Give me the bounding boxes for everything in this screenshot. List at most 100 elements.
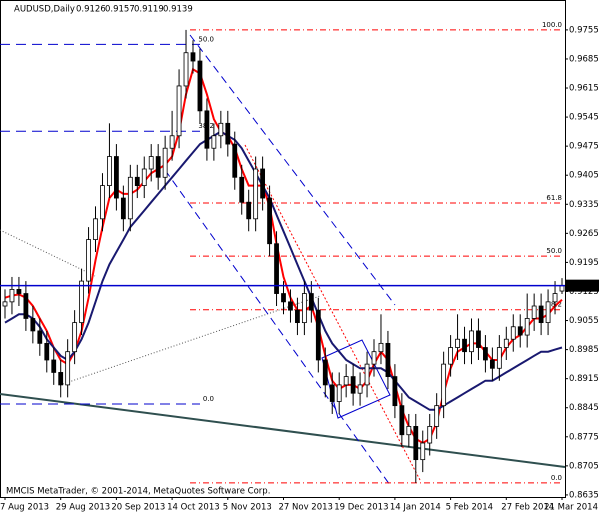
candle-body — [308, 293, 314, 311]
candle-body — [295, 309, 300, 324]
candle-body — [483, 347, 488, 361]
candle-body — [524, 318, 530, 336]
candle-body — [489, 359, 495, 369]
candle-body — [232, 143, 238, 178]
candle-body — [364, 363, 370, 386]
candle-body — [503, 338, 509, 348]
y-tick-label: 0.9685 — [569, 54, 599, 64]
candle-body — [197, 60, 203, 112]
candle-body — [538, 305, 544, 324]
fibo-label: 50.0 — [198, 35, 214, 43]
x-tick-label: 14 Oct 2013 — [167, 503, 220, 513]
candle-body — [392, 376, 398, 407]
candle-body — [86, 239, 91, 282]
candle-body — [79, 280, 84, 324]
candle-body — [2, 301, 8, 307]
candle-body — [329, 384, 335, 402]
candle-body — [51, 359, 57, 373]
y-tick-label: 0.8985 — [569, 345, 599, 355]
candle-body — [399, 405, 405, 436]
candle-body — [336, 384, 342, 402]
y-tick-label: 0.8775 — [569, 432, 599, 442]
y-tick-label: 0.9125 — [569, 287, 599, 297]
candle-body — [496, 347, 502, 369]
candle-body — [176, 85, 182, 137]
candle-body — [510, 326, 516, 340]
fibo-label: 0.0 — [551, 474, 562, 482]
y-tick-label: 0.9335 — [569, 200, 599, 210]
x-tick-label: 19 Dec 2013 — [334, 503, 388, 513]
y-tick-label: 0.8915 — [569, 374, 599, 384]
candle-body — [16, 288, 22, 294]
trend-line — [0, 393, 566, 468]
candle-body — [72, 322, 78, 353]
candle-body — [406, 426, 412, 436]
candle-body — [65, 351, 71, 386]
candle-body — [37, 330, 43, 344]
candle-body — [448, 347, 454, 365]
candle-body — [385, 342, 391, 377]
candle-body — [343, 376, 349, 386]
annotations — [0, 34, 566, 486]
candle-body — [274, 243, 279, 294]
candle-body — [141, 168, 147, 186]
candle-body — [183, 52, 189, 87]
candle-body — [93, 218, 98, 240]
candle-body — [462, 338, 467, 353]
candle-body — [120, 197, 126, 220]
x-tick-label: 20 Sep 2013 — [111, 503, 165, 513]
x-tick-label: 5 Nov 2013 — [223, 503, 272, 513]
channel-line — [189, 34, 396, 306]
quote-low: 0.9119 — [134, 5, 164, 15]
x-tick-label: 21 Mar 2014 — [544, 503, 598, 513]
candle-body — [253, 168, 259, 220]
candle-body — [211, 135, 217, 149]
candle-body — [378, 342, 384, 353]
candle-body — [420, 442, 426, 461]
candle-body — [127, 176, 133, 220]
candle-body — [288, 301, 293, 311]
y-tick-label: 0.9755 — [569, 25, 599, 35]
y-tick-label: 0.9265 — [569, 229, 599, 239]
candle-body — [301, 293, 307, 324]
candle-body — [218, 122, 224, 137]
candle-body — [162, 147, 168, 178]
x-tick-label: 5 Feb 2014 — [446, 503, 494, 513]
quote-close: 0.9139 — [163, 5, 193, 15]
x-tick-label: 27 Nov 2013 — [279, 503, 333, 513]
x-tick-label: 27 Feb 2014 — [501, 503, 554, 513]
y-tick-label: 0.8705 — [569, 461, 599, 471]
y-tick-label: 0.9055 — [569, 316, 599, 326]
candle-body — [100, 185, 105, 220]
candle-body — [204, 110, 210, 149]
quote-high: 0.9157 — [105, 5, 135, 15]
y-tick-label: 0.9405 — [569, 171, 599, 181]
candle-body — [107, 156, 112, 186]
last-price-label: 0.9139 — [569, 281, 599, 291]
candle-body — [357, 384, 363, 394]
fibo-label: 0.0 — [203, 395, 214, 403]
candle-body — [455, 338, 460, 348]
y-tick-label: 0.9615 — [569, 84, 599, 94]
channel-line — [244, 144, 421, 481]
moving-average — [4, 130, 563, 411]
x-tick-label: 7 Aug 2013 — [0, 503, 49, 513]
candle-body — [427, 426, 433, 444]
candle-body — [44, 342, 50, 361]
candle-body — [114, 156, 119, 199]
y-tick-label: 0.9545 — [569, 113, 599, 123]
candle-body — [155, 156, 161, 178]
candle-body — [371, 351, 377, 365]
candle-body — [225, 122, 231, 145]
candle-body — [315, 309, 321, 361]
candle-body — [281, 293, 286, 303]
candle-body — [322, 359, 328, 386]
candle-body — [169, 135, 175, 149]
candle-body — [441, 363, 447, 407]
x-tick-label: 29 Aug 2013 — [56, 503, 110, 513]
copyright: MMCIS MetaTrader, © 2001-2014, MetaQuote… — [6, 487, 270, 497]
candle-body — [552, 293, 558, 303]
candle-body — [531, 305, 537, 319]
candle-body — [239, 176, 245, 203]
